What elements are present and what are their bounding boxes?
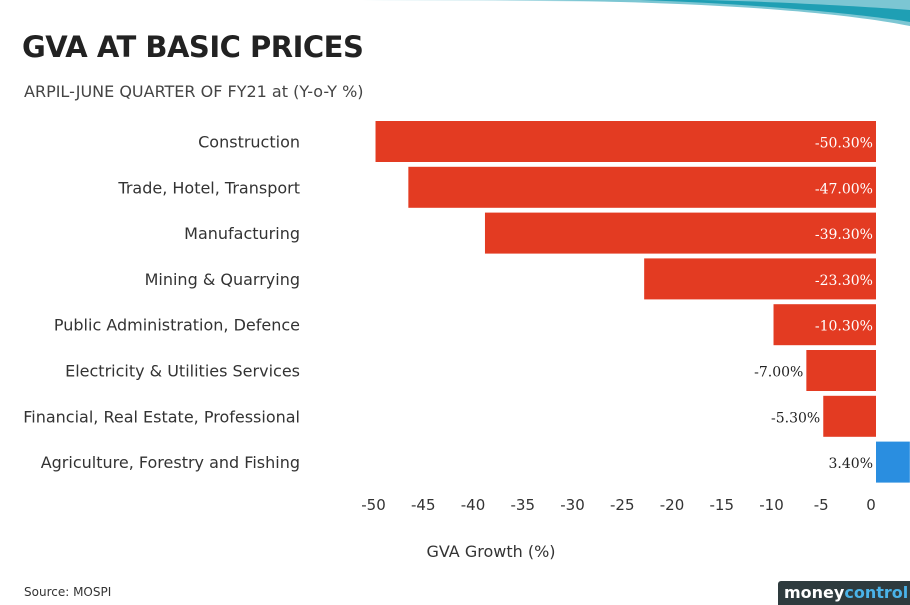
- brand-part-control: control: [844, 583, 909, 602]
- x-tick-label: -25: [610, 496, 635, 514]
- x-tick-label: -5: [814, 496, 829, 514]
- category-label: Trade, Hotel, Transport: [117, 178, 300, 197]
- bar: [408, 166, 876, 208]
- bar: [806, 350, 876, 391]
- data-label: -7.00%: [754, 365, 803, 381]
- category-label: Electricity & Utilities Services: [65, 362, 300, 381]
- x-tick-label: -50: [361, 496, 386, 514]
- chart-subtitle: ARPIL-JUNE QUARTER OF FY21 at (Y-o-Y %): [24, 82, 364, 101]
- x-tick-label: -30: [560, 496, 585, 514]
- x-tick-label: -40: [461, 496, 486, 514]
- x-tick-label: -10: [759, 496, 784, 514]
- bar: [823, 395, 876, 437]
- x-axis-label: GVA Growth (%): [426, 542, 555, 561]
- chart-title: GVA AT BASIC PRICES: [22, 30, 364, 64]
- data-label: 3.40%: [829, 456, 873, 472]
- category-label: Mining & Quarrying: [145, 270, 300, 289]
- data-label: -47.00%: [815, 181, 873, 197]
- bar: [644, 258, 876, 300]
- category-label: Agriculture, Forestry and Fishing: [41, 453, 300, 472]
- x-tick-label: -20: [660, 496, 685, 514]
- decorative-header-wave: [0, 0, 910, 26]
- data-label: -39.30%: [815, 227, 873, 243]
- data-label: -10.30%: [815, 319, 873, 335]
- data-label: -5.30%: [771, 410, 820, 426]
- x-tick-label: -45: [411, 496, 436, 514]
- source-note: Source: MOSPI: [24, 585, 112, 599]
- category-label: Construction: [198, 133, 300, 152]
- x-tick-label: -35: [511, 496, 536, 514]
- bar: [375, 121, 876, 162]
- category-label: Public Administration, Defence: [54, 316, 300, 335]
- x-tick-label: -15: [710, 496, 735, 514]
- bar: [876, 441, 910, 483]
- bar: [773, 304, 876, 346]
- brand-part-money: money: [784, 583, 845, 602]
- bar: [484, 212, 876, 254]
- data-label: -50.30%: [815, 136, 873, 152]
- category-label: Manufacturing: [184, 224, 300, 243]
- category-label: Financial, Real Estate, Professional: [23, 407, 300, 426]
- data-label: -23.30%: [815, 273, 873, 289]
- x-tick-label: 0: [866, 496, 876, 514]
- moneycontrol-logo: moneycontrol: [778, 581, 910, 605]
